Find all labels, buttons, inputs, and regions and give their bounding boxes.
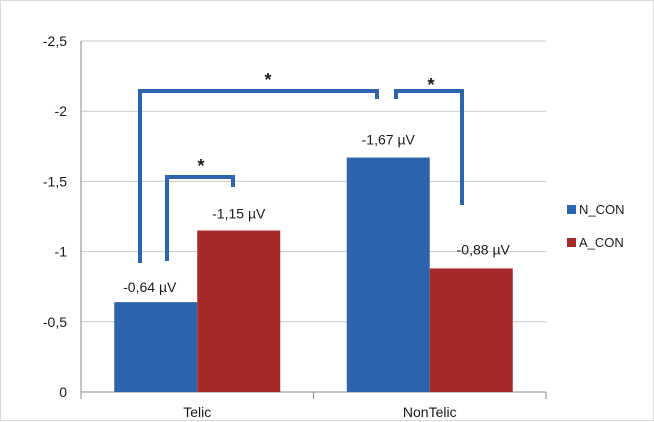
data-label: -0,64 µV [123, 279, 177, 295]
data-labels: -0,64 µV -1,15 µV -1,67 µV -0,88 µV [123, 132, 510, 296]
significance-brackets: * * * [138, 70, 464, 263]
bracket-telic-vs-nontelic [138, 89, 379, 263]
bracket-telic [165, 175, 235, 261]
legend: N_CON A_CON [567, 202, 625, 250]
significance-star: * [427, 75, 434, 95]
bar-a-con-telic [197, 230, 281, 392]
y-tick-label: -2,5 [43, 33, 67, 49]
data-label: -1,15 µV [212, 206, 266, 222]
legend-swatch-a-con [567, 238, 576, 247]
bar-a-con-nontelic [429, 268, 513, 392]
legend-label: N_CON [579, 202, 625, 217]
significance-star: * [264, 70, 271, 90]
y-tick-label: -1,5 [43, 173, 67, 189]
x-tick-label: Telic [183, 404, 211, 420]
data-label: -0,88 µV [457, 241, 511, 257]
bracket-nontelic [394, 89, 464, 205]
bar-n-con-telic [114, 302, 198, 392]
y-tick-label: -1 [55, 244, 68, 260]
legend-label: A_CON [579, 235, 624, 250]
bars [114, 157, 513, 392]
y-tick-label: 0 [59, 384, 67, 400]
y-tick-label: -2 [55, 103, 68, 119]
bar-n-con-nontelic [346, 157, 430, 392]
legend-swatch-n-con [567, 205, 576, 214]
y-tick-label: -0,5 [43, 314, 67, 330]
significance-star: * [197, 156, 204, 176]
data-label: -1,67 µV [362, 132, 416, 148]
x-tick-label: NonTelic [403, 404, 457, 420]
